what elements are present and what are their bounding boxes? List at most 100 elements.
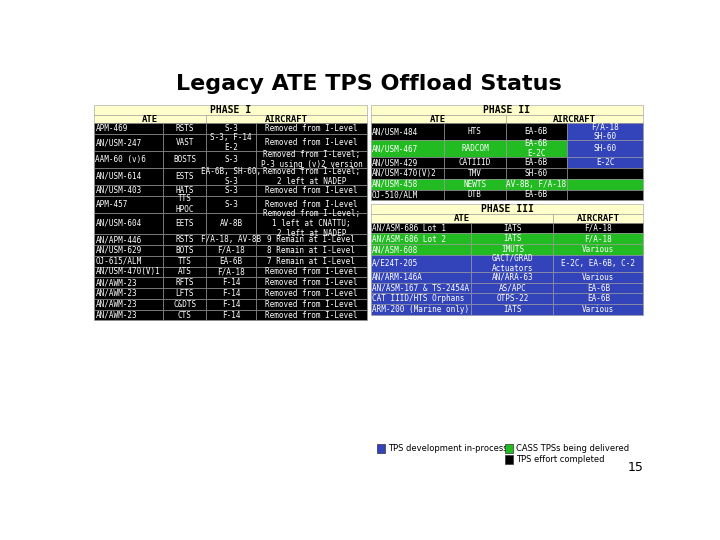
Bar bbox=[505, 168, 567, 179]
Text: DTB: DTB bbox=[468, 191, 482, 199]
Bar bbox=[94, 213, 163, 234]
Text: OJ-510/ALM: OJ-510/ALM bbox=[372, 191, 418, 199]
Bar bbox=[206, 213, 256, 234]
Text: SH-60: SH-60 bbox=[525, 169, 548, 178]
Text: TTS: TTS bbox=[178, 256, 192, 266]
Text: AN/USM-614: AN/USM-614 bbox=[96, 172, 142, 181]
Text: Legacy ATE TPS Offload Status: Legacy ATE TPS Offload Status bbox=[176, 74, 562, 94]
Bar bbox=[371, 222, 472, 233]
Bar bbox=[256, 299, 366, 309]
Text: 8 Remain at I-Level: 8 Remain at I-Level bbox=[268, 246, 356, 255]
Text: F/A-18, AV-8B: F/A-18, AV-8B bbox=[201, 235, 261, 244]
Text: Removed from I-Level;
P-3 using (v)2 version: Removed from I-Level; P-3 using (v)2 ver… bbox=[261, 150, 362, 169]
Bar bbox=[206, 309, 256, 320]
Bar bbox=[505, 444, 513, 453]
Bar bbox=[505, 115, 644, 123]
Text: EA-6B: EA-6B bbox=[220, 256, 243, 266]
Text: AN/USM-604: AN/USM-604 bbox=[96, 219, 142, 228]
Bar bbox=[206, 185, 256, 195]
Text: AN/USM-470(V)1: AN/USM-470(V)1 bbox=[96, 267, 160, 276]
Text: LFTS: LFTS bbox=[176, 289, 194, 298]
Bar bbox=[371, 168, 444, 179]
Bar bbox=[554, 304, 644, 315]
Bar bbox=[94, 245, 163, 256]
Text: ESTS: ESTS bbox=[176, 172, 194, 181]
Bar bbox=[94, 151, 163, 168]
Bar bbox=[554, 233, 644, 244]
Bar bbox=[206, 168, 256, 185]
Text: 9 Remain at I-Level: 9 Remain at I-Level bbox=[268, 235, 356, 244]
Text: F/A-18: F/A-18 bbox=[217, 267, 245, 276]
Bar bbox=[206, 245, 256, 256]
Bar bbox=[256, 278, 366, 288]
Bar bbox=[163, 234, 206, 245]
Text: Various: Various bbox=[582, 245, 615, 254]
Bar bbox=[94, 115, 206, 123]
Bar bbox=[94, 267, 163, 278]
Text: PHASE II: PHASE II bbox=[483, 105, 531, 115]
Text: NEWTS: NEWTS bbox=[464, 180, 487, 188]
Bar bbox=[472, 233, 554, 244]
Bar bbox=[94, 195, 163, 213]
Bar bbox=[444, 140, 505, 157]
Bar bbox=[94, 234, 163, 245]
Bar bbox=[256, 245, 366, 256]
Text: S-3: S-3 bbox=[224, 155, 238, 164]
Text: S-3, F-14
E-2: S-3, F-14 E-2 bbox=[210, 133, 252, 152]
Bar bbox=[94, 168, 163, 185]
Text: F/A-18
SH-60: F/A-18 SH-60 bbox=[591, 122, 619, 141]
Bar bbox=[256, 185, 366, 195]
Text: SH-60: SH-60 bbox=[593, 144, 617, 153]
Text: F/A-18: F/A-18 bbox=[217, 246, 245, 255]
Text: Removed from I-Level: Removed from I-Level bbox=[265, 138, 358, 147]
Text: AN/AWM-23: AN/AWM-23 bbox=[96, 310, 137, 320]
Text: IATS: IATS bbox=[503, 234, 522, 244]
Text: F-14: F-14 bbox=[222, 289, 240, 298]
Bar bbox=[505, 179, 567, 190]
Text: AN/USM-429: AN/USM-429 bbox=[372, 158, 418, 167]
Bar bbox=[371, 190, 444, 200]
Text: APM-457: APM-457 bbox=[96, 200, 128, 208]
Bar bbox=[554, 244, 644, 255]
Bar bbox=[163, 185, 206, 195]
Text: RFTS: RFTS bbox=[176, 278, 194, 287]
Text: TPS effort completed: TPS effort completed bbox=[516, 455, 605, 463]
Bar bbox=[472, 255, 554, 272]
Text: AN/USM-629: AN/USM-629 bbox=[96, 246, 142, 255]
Text: S-3: S-3 bbox=[224, 200, 238, 208]
Bar bbox=[94, 123, 163, 134]
Bar bbox=[206, 134, 256, 151]
Text: AS/APC: AS/APC bbox=[498, 284, 526, 293]
Bar bbox=[206, 234, 256, 245]
Text: ATE: ATE bbox=[430, 114, 446, 124]
Text: AV-8B, F/A-18: AV-8B, F/A-18 bbox=[506, 180, 567, 188]
Bar bbox=[163, 278, 206, 288]
Bar bbox=[206, 278, 256, 288]
Bar bbox=[505, 190, 567, 200]
Bar bbox=[505, 455, 513, 464]
Bar bbox=[554, 222, 644, 233]
Bar bbox=[472, 272, 554, 283]
Bar bbox=[444, 190, 505, 200]
Text: AN/USM-247: AN/USM-247 bbox=[96, 138, 142, 147]
Bar bbox=[94, 134, 163, 151]
Bar bbox=[94, 299, 163, 309]
Bar bbox=[256, 123, 366, 134]
Text: Removed from I-Level: Removed from I-Level bbox=[265, 300, 358, 309]
Text: HATS: HATS bbox=[176, 186, 194, 195]
Text: RSTS: RSTS bbox=[176, 235, 194, 244]
Text: AN/AWM-23: AN/AWM-23 bbox=[96, 278, 137, 287]
Bar bbox=[206, 256, 256, 267]
Bar bbox=[567, 179, 644, 190]
Text: EA-6B, SH-60,
S-3: EA-6B, SH-60, S-3 bbox=[201, 167, 261, 186]
Bar bbox=[256, 134, 366, 151]
Bar bbox=[371, 214, 554, 222]
Text: IATS: IATS bbox=[503, 224, 522, 233]
Bar bbox=[567, 190, 644, 200]
Text: BOSTS: BOSTS bbox=[173, 155, 196, 164]
Text: Removed from I-Level: Removed from I-Level bbox=[265, 124, 358, 133]
Text: GACT/GRAD
Actuators: GACT/GRAD Actuators bbox=[492, 254, 534, 273]
Bar bbox=[444, 123, 505, 140]
Text: AN/AWM-23: AN/AWM-23 bbox=[96, 289, 137, 298]
Text: C&DTS: C&DTS bbox=[173, 300, 196, 309]
